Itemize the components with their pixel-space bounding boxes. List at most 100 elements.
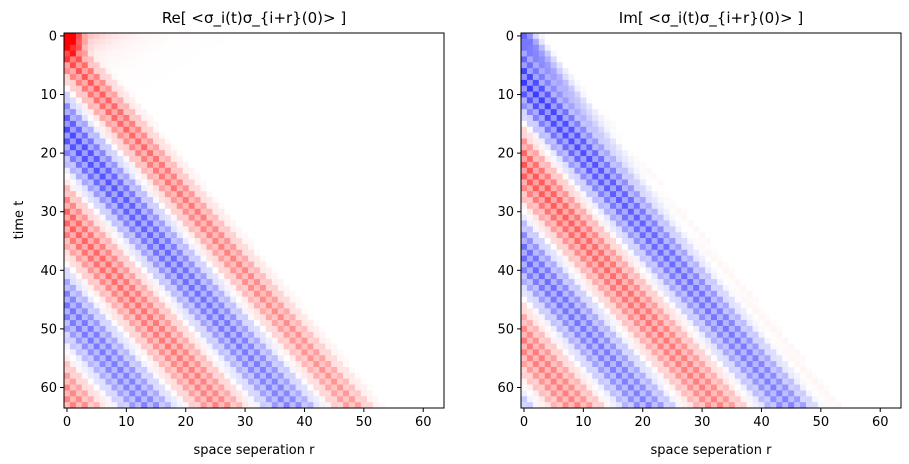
heatmap-cell [283, 202, 291, 210]
heatmap-cell [556, 62, 564, 69]
heatmap-cell [117, 284, 124, 292]
heatmap-cell [135, 261, 142, 268]
heatmap-cell [111, 349, 119, 356]
heatmap-cell [752, 50, 760, 58]
heatmap-cell [426, 343, 433, 351]
heatmap-cell [117, 290, 124, 298]
heatmap-cell [402, 314, 409, 321]
heatmap-cell [259, 273, 267, 280]
heatmap-cell [295, 197, 303, 204]
heatmap-cell [170, 109, 178, 116]
heatmap-cell [740, 103, 748, 110]
heatmap-cell [616, 62, 623, 69]
heatmap-cell [200, 232, 208, 239]
heatmap-cell [372, 44, 380, 52]
heatmap-cell [301, 126, 309, 134]
heatmap-cell [360, 33, 368, 40]
heatmap-cell [129, 226, 136, 233]
heatmap-cell [289, 161, 297, 169]
heatmap-cell [853, 62, 861, 69]
heatmap-cell [782, 33, 789, 40]
heatmap-cell [343, 109, 350, 116]
heatmap-cell [224, 220, 231, 227]
heatmap-cell [283, 62, 291, 69]
heatmap-cell [883, 33, 890, 40]
heatmap-cell [129, 343, 136, 351]
heatmap-cell [259, 109, 267, 116]
heatmap-cell [242, 109, 249, 116]
heatmap-cell [811, 38, 819, 46]
heatmap-cell [568, 85, 576, 93]
heatmap-cell [301, 185, 309, 192]
heatmap-cell [378, 308, 386, 315]
heatmap-cell [390, 144, 398, 151]
heatmap-cell [378, 138, 386, 145]
x-tick-label: 40 [296, 415, 313, 430]
heatmap-cell [669, 91, 676, 99]
heatmap-cell [586, 97, 593, 104]
heatmap-cell [432, 390, 439, 397]
heatmap-cell [224, 191, 231, 198]
heatmap-cell [390, 50, 398, 58]
heatmap-cell [396, 343, 404, 351]
heatmap-cell [538, 50, 546, 58]
heatmap-cell [69, 197, 77, 204]
heatmap-cell [69, 179, 77, 186]
heatmap-cell [877, 56, 884, 63]
heatmap-cell [69, 273, 77, 280]
heatmap-cell [176, 185, 184, 192]
heatmap-cell [360, 85, 368, 93]
heatmap-cell [414, 115, 421, 122]
heatmap-cell [117, 220, 124, 227]
heatmap-cell [289, 308, 297, 315]
heatmap-cell [224, 331, 231, 339]
heatmap-cell [236, 372, 243, 380]
heatmap-cell [343, 208, 350, 216]
heatmap-cell [853, 97, 861, 104]
heatmap-cell [123, 325, 130, 333]
heatmap-cell [746, 103, 754, 110]
heatmap-cell [254, 396, 261, 403]
heatmap-cell [390, 261, 398, 268]
heatmap-cell [313, 366, 320, 374]
heatmap-cell [752, 44, 760, 52]
heatmap-cell [699, 97, 706, 104]
heatmap-cell [354, 355, 362, 362]
heatmap-cell [289, 331, 297, 339]
heatmap-cell [224, 390, 231, 397]
heatmap-cell [218, 402, 225, 409]
heatmap-cell [230, 197, 237, 204]
heatmap-cell [384, 337, 392, 345]
heatmap-cell [289, 44, 297, 52]
heatmap-cell [254, 302, 261, 309]
heatmap-cell [265, 331, 273, 339]
heatmap-cell [426, 361, 433, 368]
heatmap-cell [390, 320, 398, 327]
heatmap-cell [740, 56, 748, 63]
heatmap-cell [562, 85, 570, 93]
heatmap-cell [105, 132, 113, 140]
heatmap-cell [224, 167, 231, 175]
heatmap-cell [194, 191, 202, 198]
heatmap-cell [129, 238, 136, 245]
heatmap-cell [384, 378, 392, 386]
heatmap-cell [123, 302, 130, 309]
heatmap-cell [259, 320, 267, 327]
heatmap-cell [438, 243, 445, 251]
heatmap-cell [277, 308, 285, 315]
heatmap-cell [153, 290, 160, 298]
heatmap-cell [396, 74, 404, 81]
heatmap-cell [159, 109, 166, 116]
heatmap-cell [621, 97, 629, 104]
heatmap-cell [230, 279, 237, 286]
heatmap-cell [544, 109, 552, 116]
heatmap-cell [776, 79, 783, 87]
heatmap-cell [764, 62, 771, 69]
heatmap-cell [218, 226, 225, 233]
heatmap-cell [99, 214, 107, 222]
heatmap-cell [93, 355, 101, 362]
heatmap-cell [236, 44, 243, 52]
heatmap-cell [627, 56, 635, 63]
heatmap-cell [432, 191, 439, 198]
heatmap-cell [556, 50, 564, 58]
